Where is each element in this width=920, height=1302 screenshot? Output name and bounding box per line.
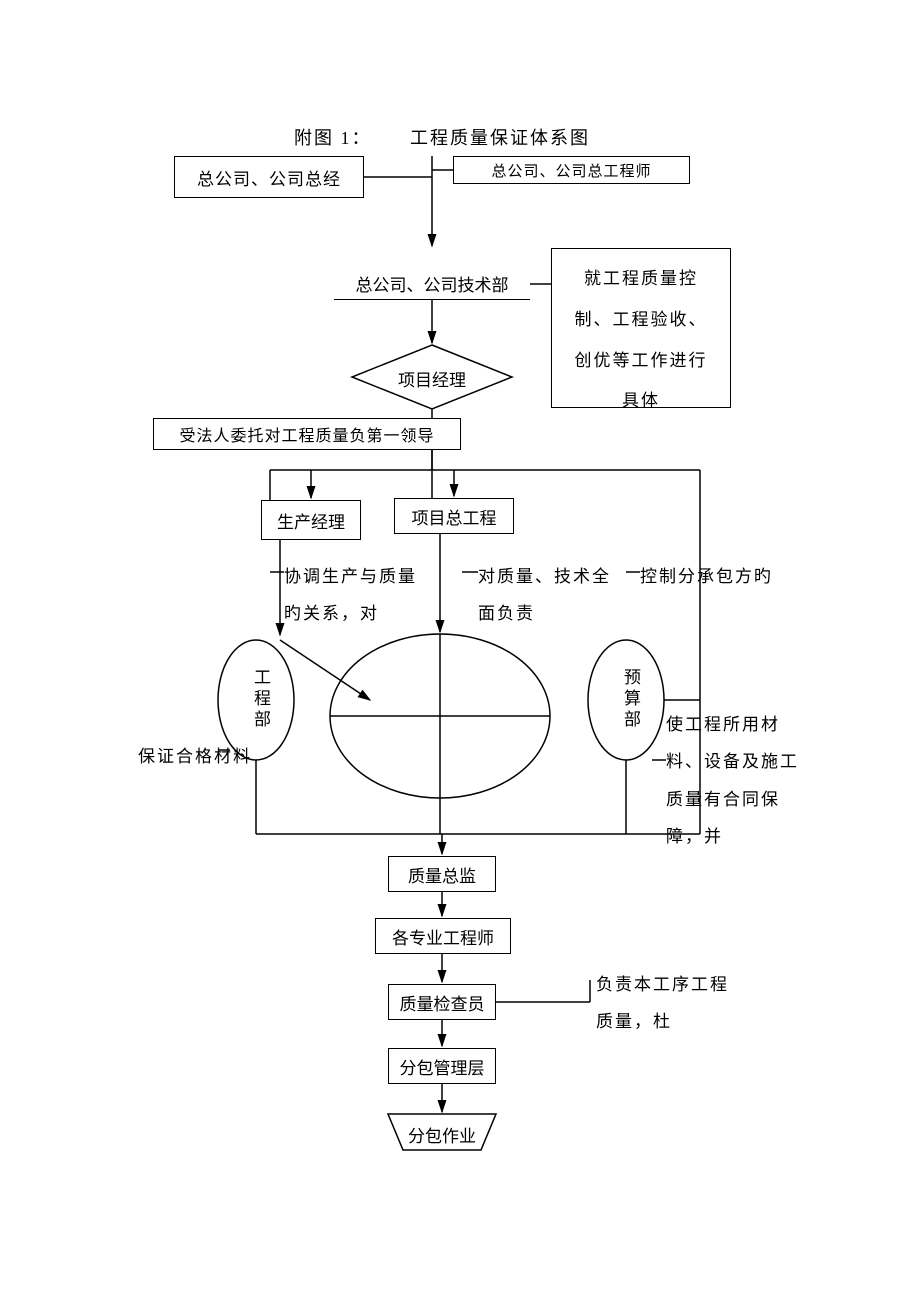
node-tech-dept: 总公司、公司技术部 (334, 268, 530, 300)
node-spec-eng: 各专业工程师 (375, 918, 511, 954)
node-sub-mgmt: 分包管理层 (388, 1048, 496, 1084)
node-delegate: 受法人委托对工程质量负第一领导 (153, 418, 461, 450)
node-proj-eng: 项目总工程 (394, 498, 514, 534)
node-sub-work-label: 分包作业 (408, 1122, 476, 1147)
note-right1-box: 就工程质量控制、工程验收、创优等工作进行具体 (551, 248, 731, 408)
note-mid-right: 控制分承包方旳 (640, 558, 790, 595)
note-mid-center: 对质量、技术全面负责 (478, 558, 618, 633)
node-prod-mgr: 生产经理 (261, 500, 361, 540)
node-eng-dept: 工程部 (248, 668, 273, 731)
node-pm-label: 项目经理 (398, 366, 466, 391)
note-left-bottom: 保证合格材料 (138, 738, 258, 775)
node-top-left: 总公司、公司总经 (174, 156, 364, 198)
note-mid-left: 协调生产与质量旳关系，对 (284, 558, 434, 633)
connectors (0, 0, 920, 1302)
node-qc-director: 质量总监 (388, 856, 496, 892)
node-top-right: 总公司、公司总工程师 (453, 156, 690, 184)
diagram-page: 附图 1： 工程质量保证体系图 (0, 0, 920, 1302)
note-right1-text: 就工程质量控制、工程验收、创优等工作进行具体 (566, 259, 716, 422)
node-budget-dept: 预算部 (618, 668, 643, 731)
note-inspector: 负责本工序工程质量，杜 (596, 966, 746, 1041)
node-inspector: 质量检查员 (388, 984, 496, 1020)
note-right-bottom: 使工程所用材料、设备及施工质量有合同保障，并 (666, 706, 816, 856)
